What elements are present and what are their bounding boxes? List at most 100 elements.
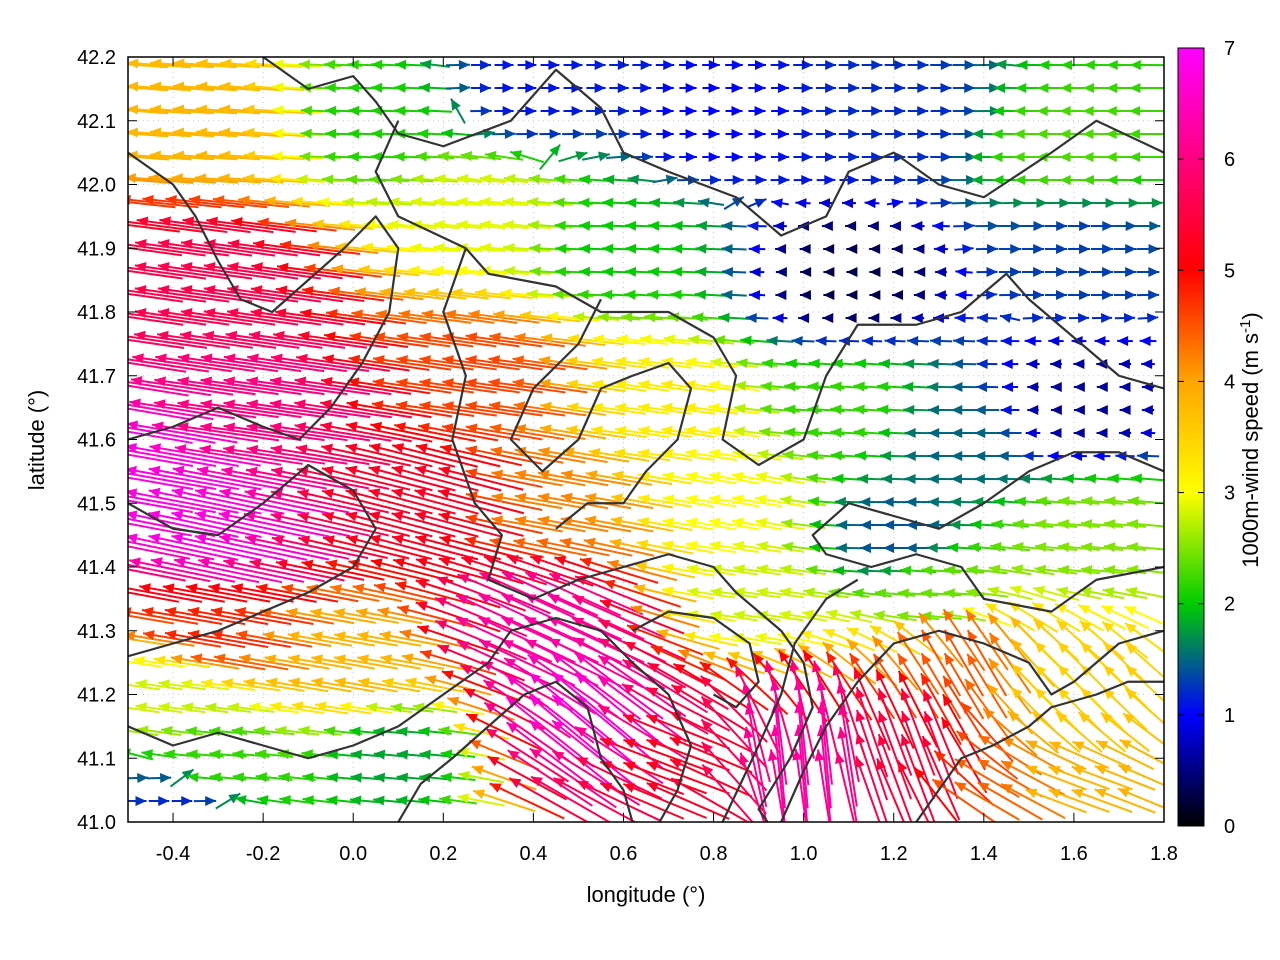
wind-arrow: [756, 541, 804, 553]
wind-arrow-head: [576, 757, 589, 767]
wind-arrow-head: [1123, 313, 1136, 324]
wind-arrow-head: [397, 605, 410, 615]
wind-arrow: [301, 559, 385, 581]
wind-arrow-head: [780, 472, 792, 483]
wind-arrow: [1024, 336, 1042, 347]
wind-arrow-shaft: [225, 333, 323, 349]
wind-arrow: [966, 564, 1008, 575]
wind-arrow-head: [708, 152, 720, 163]
x-tick-label: 0.8: [700, 843, 728, 865]
wind-arrow: [139, 583, 225, 603]
wind-arrow-head: [199, 444, 212, 455]
wind-arrow-head: [134, 307, 147, 318]
wind-arrow-shaft: [560, 517, 632, 533]
wind-arrow-shaft: [966, 653, 1008, 719]
wind-arrow-head: [777, 129, 789, 140]
wind-arrow-shaft: [250, 287, 344, 303]
wind-arrow-shaft: [514, 471, 586, 487]
wind-arrow: [128, 430, 193, 444]
wind-arrow: [128, 449, 217, 468]
wind-arrow-head: [1123, 713, 1135, 724]
wind-arrow-head: [171, 533, 184, 544]
wind-arrow: [1133, 197, 1163, 208]
wind-arrow-head: [387, 219, 399, 230]
wind-arrow-shaft: [484, 727, 570, 783]
wind-arrow-shaft: [180, 287, 276, 303]
wind-arrow: [128, 706, 160, 714]
wind-arrow-shaft: [180, 264, 276, 280]
wind-arrow: [501, 593, 599, 641]
wind-arrow: [438, 466, 524, 491]
wind-arrow-shaft: [222, 447, 326, 465]
wind-arrow-head: [262, 630, 275, 641]
wind-arrow-head: [420, 59, 432, 70]
wind-arrow-shaft: [797, 724, 809, 822]
wind-arrow: [269, 422, 371, 442]
wind-arrow-head: [592, 334, 605, 345]
wind-arrow-head: [637, 517, 650, 527]
wind-arrow: [1050, 359, 1062, 370]
wind-arrow-head: [853, 427, 865, 438]
wind-arrow: [609, 538, 675, 556]
wind-arrow: [479, 219, 529, 230]
wind-arrow: [867, 221, 879, 232]
wind-arrow: [708, 471, 760, 485]
wind-arrow-head: [547, 594, 560, 604]
wind-arrow: [200, 422, 302, 442]
wind-arrow-head: [1059, 105, 1071, 116]
wind-arrow-head: [418, 82, 431, 93]
wind-arrow: [146, 772, 172, 783]
wind-arrow-shaft: [128, 292, 183, 303]
wind-arrow-head: [954, 782, 967, 793]
wind-arrow: [559, 537, 633, 557]
wind-arrow-head: [710, 357, 722, 368]
wind-arrow-head: [601, 197, 614, 208]
wind-arrow-shaft: [645, 686, 731, 732]
wind-arrow-shaft: [442, 380, 520, 394]
wind-arrow-head: [917, 106, 929, 117]
wind-arrow-head: [324, 331, 336, 342]
wind-arrow: [439, 535, 523, 560]
wind-arrow-shaft: [349, 334, 429, 348]
wind-arrow: [257, 217, 337, 232]
wind-arrow: [153, 655, 211, 669]
wind-arrow-shaft: [157, 310, 253, 326]
wind-arrow: [710, 610, 758, 622]
wind-arrow-shaft: [203, 310, 299, 326]
wind-arrow-head: [243, 150, 256, 161]
wind-arrow-head: [311, 631, 323, 642]
wind-arrow-head: [238, 195, 250, 206]
wind-arrow-head: [701, 742, 713, 754]
wind-arrow-head: [437, 151, 450, 162]
wind-arrow: [514, 446, 586, 464]
wind-arrow-head: [615, 379, 627, 390]
wind-arrow-shaft: [419, 334, 497, 348]
wind-arrow-head: [294, 376, 307, 387]
wind-arrow-head: [264, 196, 276, 207]
wind-arrow-shaft: [437, 644, 525, 682]
wind-arrow-shaft: [179, 333, 277, 349]
wind-arrow: [502, 219, 552, 230]
wind-arrow: [1139, 336, 1157, 347]
wind-arrow: [509, 150, 545, 164]
wind-arrow-shaft: [162, 585, 248, 603]
wind-arrow: [1057, 564, 1101, 575]
wind-arrow: [487, 755, 567, 801]
wind-arrow-head: [1014, 174, 1026, 185]
colorbar-tick-label: 0: [1224, 816, 1235, 838]
wind-arrow-head: [485, 728, 498, 739]
wind-arrow: [245, 466, 349, 490]
wind-arrow-head: [756, 541, 769, 552]
wind-arrow-head: [269, 173, 281, 184]
wind-arrow-head: [935, 267, 947, 278]
wind-arrow-head: [822, 642, 835, 653]
wind-arrow-head: [1106, 82, 1118, 93]
wind-arrow: [223, 399, 325, 419]
wind-arrow: [998, 427, 1022, 438]
wind-arrow-head: [1031, 313, 1044, 324]
wind-arrow: [180, 679, 230, 691]
wind-arrow: [1129, 105, 1164, 116]
wind-arrow-shaft: [964, 678, 1010, 740]
wind-arrow-head: [818, 198, 831, 209]
wind-arrow-head: [1151, 197, 1163, 208]
